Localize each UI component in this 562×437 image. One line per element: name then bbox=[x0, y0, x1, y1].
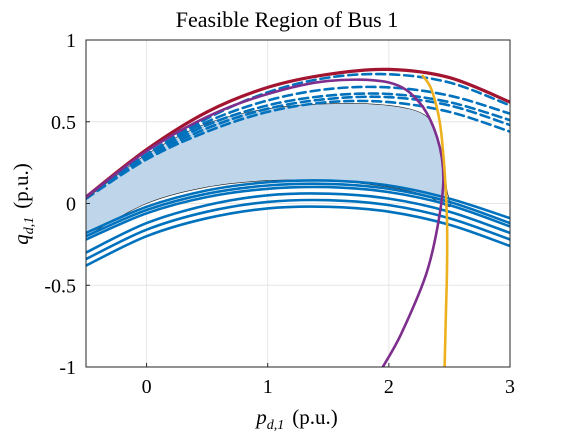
y-tick-label-1: -0.5 bbox=[44, 275, 76, 297]
y-axis-label-unit: (p.u.) bbox=[9, 163, 33, 209]
y-tick-label-2: 0 bbox=[66, 194, 76, 216]
y-axis-label-sub: d,1 bbox=[22, 217, 37, 235]
chart-title: Feasible Region of Bus 1 bbox=[176, 7, 398, 32]
y-tick-labels: -1 -0.5 0 0.5 1 bbox=[44, 30, 90, 379]
series-group bbox=[86, 67, 510, 367]
x-tick-labels: 0 1 2 3 bbox=[142, 363, 515, 398]
series-line-10 bbox=[86, 99, 510, 200]
y-tick-label-3: 0.5 bbox=[51, 112, 76, 134]
y-axis-label: qd,1 (p.u.) bbox=[9, 163, 37, 245]
x-axis-label-sub: d,1 bbox=[267, 418, 285, 433]
series-line-9 bbox=[86, 72, 510, 200]
series-line-1 bbox=[86, 182, 510, 238]
x-tick-label-1: 1 bbox=[263, 376, 273, 398]
x-tick-label-2: 2 bbox=[384, 376, 394, 398]
series-line-3 bbox=[86, 192, 510, 254]
series-line-5 bbox=[86, 205, 510, 267]
x-tick-label-3: 3 bbox=[505, 376, 515, 398]
x-axis-label-var: p bbox=[254, 405, 267, 429]
series-line-7 bbox=[86, 92, 510, 200]
series-line-2 bbox=[86, 185, 510, 241]
x-tick-label-0: 0 bbox=[142, 376, 152, 398]
series-line-8 bbox=[86, 95, 510, 200]
series-line-13 bbox=[421, 74, 449, 367]
series-line-11 bbox=[86, 67, 510, 199]
series-line-12 bbox=[86, 78, 445, 367]
y-axis-label-var: q bbox=[9, 234, 33, 245]
y-tick-label-0: -1 bbox=[59, 357, 76, 379]
series-line-4 bbox=[86, 198, 510, 261]
y-tick-label-4: 1 bbox=[66, 30, 76, 52]
x-axis-label-unit: (p.u.) bbox=[292, 405, 338, 429]
x-axis-label: pd,1 (p.u.) bbox=[254, 405, 338, 433]
